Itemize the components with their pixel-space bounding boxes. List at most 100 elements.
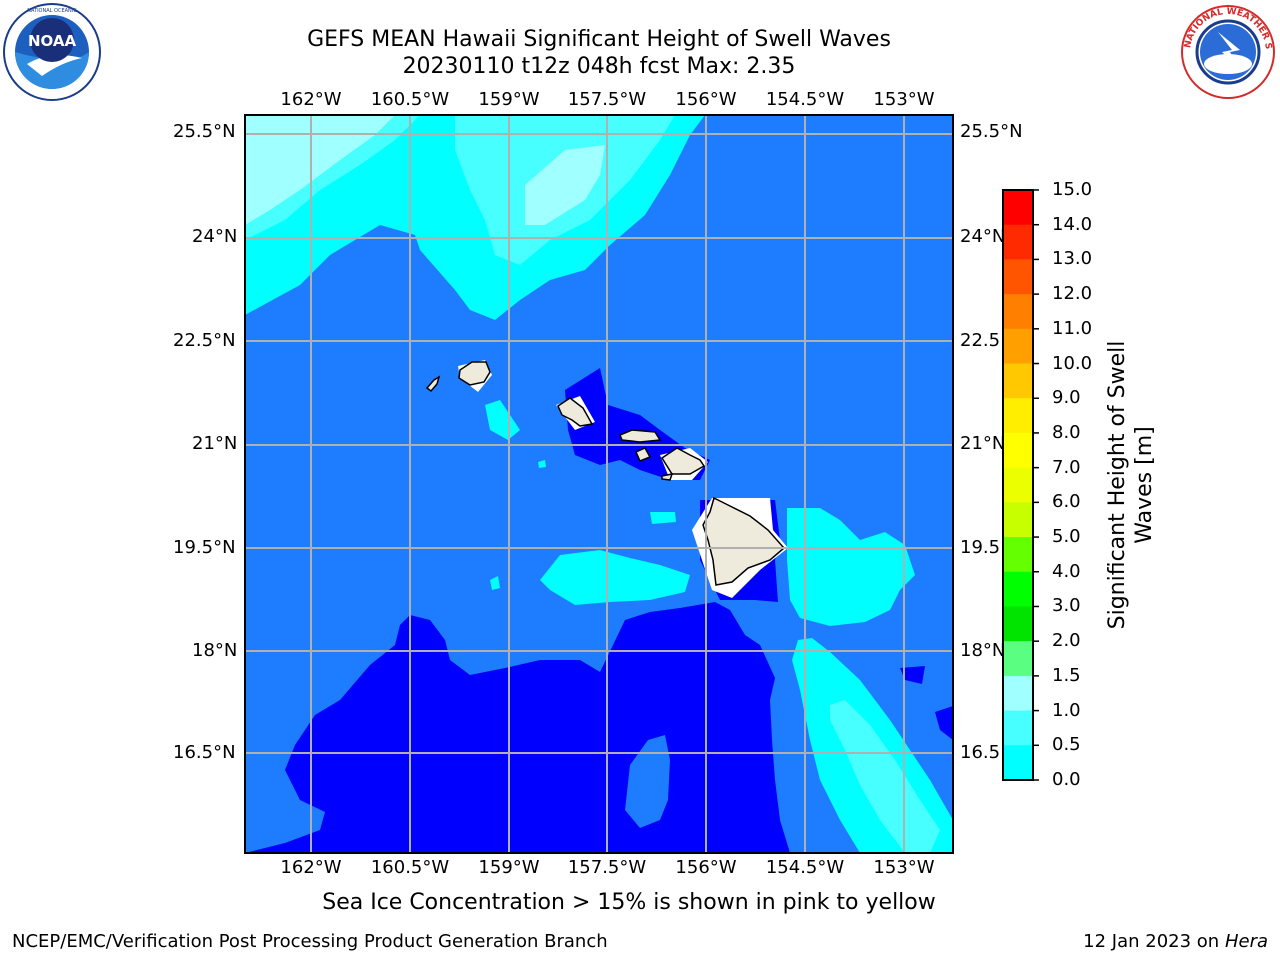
footer-machine: Hera [1224, 931, 1268, 952]
colorbar-title-line2: Waves [m] [1132, 426, 1157, 544]
lat-label-left: 21°N [192, 433, 238, 454]
lon-label-top: 162°W [280, 89, 342, 110]
lat-label-right: 22.5 [960, 330, 1001, 351]
colorbar-band [1003, 745, 1033, 781]
colorbar-tick-label: 4.0 [1052, 560, 1081, 582]
colorbar-tick-label: 3.0 [1052, 595, 1081, 617]
lon-label-bottom: 153°W [873, 857, 935, 878]
lon-label-bottom: 154.5°W [765, 857, 845, 878]
footer-date: 12 Jan 2023 on Hera [1083, 931, 1268, 952]
contour-1.0-1.5-patch-d [538, 460, 546, 468]
colorbar-band [1003, 294, 1033, 330]
colorbar-tick-label: 0.0 [1052, 769, 1081, 790]
lat-label-right: 18°N [960, 640, 1006, 661]
colorbar-band [1003, 675, 1033, 712]
lat-label-left: 19.5°N [173, 537, 236, 558]
colorbar-tick-label: 12.0 [1052, 283, 1093, 305]
lat-label-left: 22.5°N [173, 330, 236, 351]
island-big-island [702, 496, 786, 586]
chart-subtitle: 20230110 t12z 048h fcst Max: 2.35 [402, 54, 796, 79]
nws-logo: NATIONAL WEATHER SERVICE [1178, 2, 1276, 100]
colorbar-band [1003, 190, 1033, 226]
lon-label-bottom: 160.5°W [370, 857, 450, 878]
colorbar-tick-label: 10.0 [1052, 352, 1093, 374]
contour-1.5-2.0-southeast [830, 700, 940, 853]
graticule [245, 115, 953, 853]
island-lanai [635, 447, 652, 462]
colorbar-band [1003, 432, 1033, 469]
colorbar-band [1003, 398, 1033, 434]
map-frame [244, 114, 954, 854]
colorbar-band [1003, 710, 1033, 746]
colorbar-band [1003, 224, 1033, 260]
colorbar-band [1003, 363, 1033, 399]
colorbar [1002, 189, 1039, 781]
colorbar-frame [1002, 189, 1034, 781]
svg-text:NATIONAL OCEANIC: NATIONAL OCEANIC [27, 8, 77, 14]
lat-label-left: 18°N [192, 640, 238, 661]
lon-label-top: 159°W [478, 89, 540, 110]
contour-2.0-3.0-nw [245, 115, 395, 225]
contour-0.5-1.0-inner-south [625, 735, 670, 828]
colorbar-tick-label: 2.0 [1052, 630, 1081, 652]
contour-1.0-1.5-south [540, 550, 690, 605]
lat-label-right: 19.5 [960, 537, 1001, 558]
lon-label-top: 153°W [873, 89, 935, 110]
noaa-logo: NOAA NATIONAL OCEANIC [3, 3, 101, 101]
island-kauai [458, 361, 491, 386]
lat-label-right: 24°N [960, 226, 1006, 247]
colorbar-tick-label: 13.0 [1052, 248, 1093, 270]
swell-contours [245, 115, 953, 853]
colorbar-tick-label: 9.0 [1052, 387, 1081, 409]
lat-label-right: 16.5 [960, 742, 1001, 763]
contour-0-0.5-patch-f [935, 706, 953, 740]
noaa-logo-text: NOAA [28, 32, 77, 50]
colorbar-tick-label: 8.0 [1052, 421, 1081, 443]
colorbar-band [1003, 502, 1033, 538]
island-oahu [557, 397, 594, 427]
contour-1.0-1.5-patch-c [490, 576, 500, 590]
colorbar-tick-label: 11.0 [1052, 317, 1093, 339]
colorbar-tick-label: 1.0 [1052, 699, 1081, 721]
lon-label-top: 156°W [675, 89, 737, 110]
colorbar-band [1003, 328, 1033, 365]
lon-label-bottom: 162°W [280, 857, 342, 878]
lon-label-bottom: 156°W [675, 857, 737, 878]
colorbar-band [1003, 571, 1033, 607]
colorbar-tick-label: 1.5 [1052, 664, 1081, 686]
lon-label-bottom: 159°W [478, 857, 540, 878]
colorbar-band [1003, 467, 1033, 503]
sea-ice-note: Sea Ice Concentration > 15% is shown in … [322, 890, 936, 915]
contour-1.0-1.5-east [787, 508, 915, 626]
lat-label-left: 16.5°N [173, 742, 236, 763]
lat-label-right: 25.5°N [960, 121, 1023, 142]
contour-1.0-1.5-patch-a [485, 400, 520, 440]
footer-credit: NCEP/EMC/Verification Post Processing Pr… [12, 931, 608, 952]
island-molokai [619, 429, 662, 443]
island-kahoolawe [661, 473, 674, 481]
colorbar-tick-label: 15.0 [1052, 179, 1093, 200]
lat-label-left: 25.5°N [173, 121, 236, 142]
colorbar-band [1003, 537, 1033, 573]
lon-label-top: 157.5°W [567, 89, 647, 110]
lon-label-top: 160.5°W [370, 89, 450, 110]
colorbar-title: Significant Height of Swell Waves [m] [1104, 341, 1158, 630]
colorbar-tick-label: 5.0 [1052, 526, 1081, 548]
island-niihau [425, 375, 441, 393]
lat-label-left: 24°N [192, 226, 238, 247]
lon-label-bottom: 157.5°W [567, 857, 647, 878]
colorbar-tick-label: 7.0 [1052, 456, 1081, 478]
colorbar-band [1003, 259, 1033, 295]
colorbar-band [1003, 641, 1033, 677]
contour-1.0-1.5-patch-b [650, 512, 676, 524]
lon-label-top: 154.5°W [765, 89, 845, 110]
colorbar-title-line1: Significant Height of Swell [1105, 340, 1130, 630]
colorbar-tick-label: 14.0 [1052, 213, 1093, 235]
colorbar-band [1003, 606, 1033, 642]
chart-title: GEFS MEAN Hawaii Significant Height of S… [307, 27, 891, 52]
footer-date-text: 12 Jan 2023 on [1083, 931, 1225, 952]
contour-2.0-3.0-center [525, 145, 605, 225]
colorbar-tick-label: 0.5 [1052, 734, 1081, 756]
island-maui [660, 447, 706, 475]
